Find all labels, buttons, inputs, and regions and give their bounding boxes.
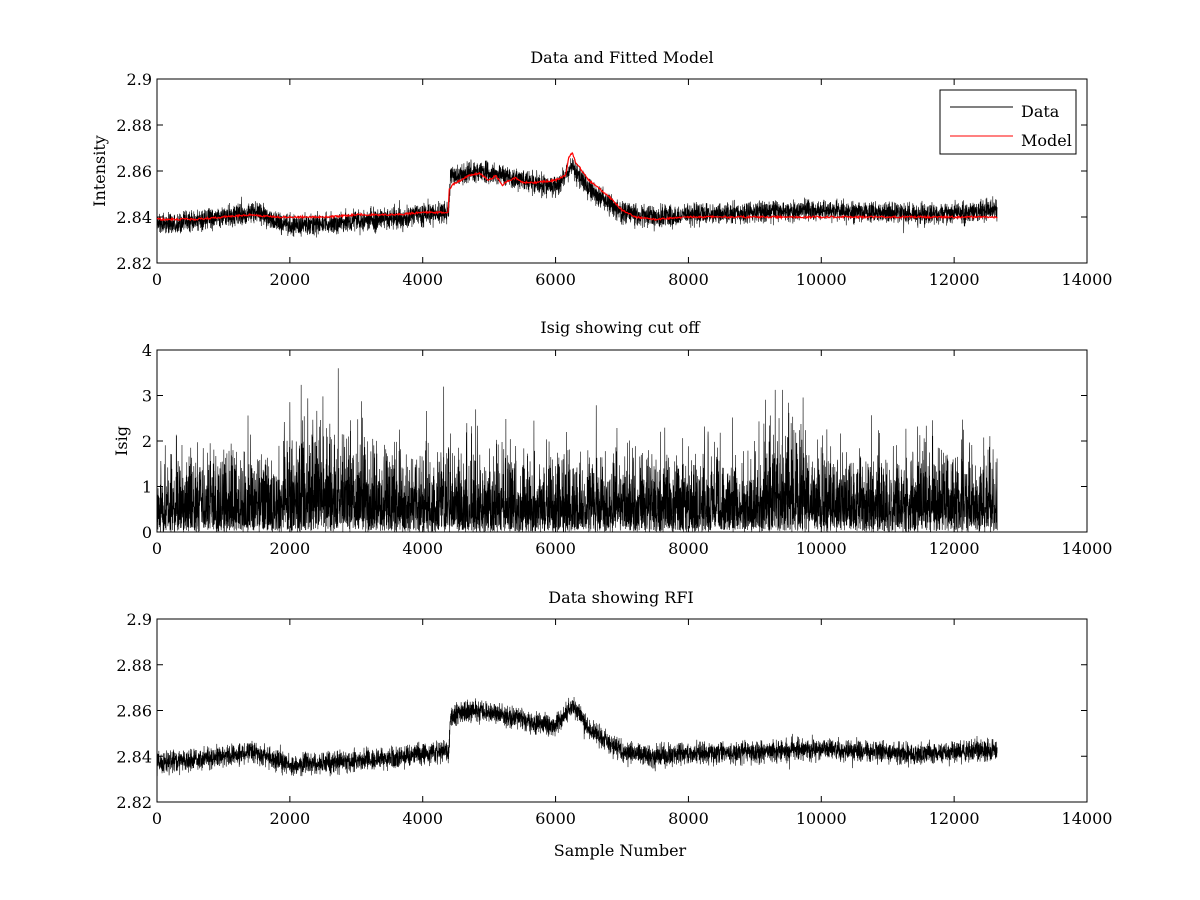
y-tick-label: 2 [142,432,152,451]
x-tick-label: 8000 [668,270,709,289]
y-tick-label: 2.9 [127,70,152,89]
plot-area [157,696,998,777]
plot-area [157,368,998,532]
panel-title: Data and Fitted Model [530,48,713,67]
y-tick-label: 2.88 [116,656,152,675]
y-tick-label: 4 [142,341,152,360]
panel-data-and-fitted-model: Data and Fitted Model Intensity 0 2000 400… [90,48,1112,289]
series-line-data [157,158,998,238]
x-tick-label: 2000 [269,539,310,558]
x-tick-label: 12000 [929,539,980,558]
x-tick-label: 8000 [668,809,709,828]
x-tick-label: 10000 [796,270,847,289]
panel-isig-showing-cut-off: Isig showing cut off Isig 0 2000 4000 6000 8… [112,318,1112,558]
y-tick-label: 2.82 [116,254,152,273]
x-tick-label: 14000 [1062,809,1113,828]
panel-title: Isig showing cut off [540,318,701,337]
y-tick-label: 2.88 [116,116,152,135]
x-tick-label: 2000 [269,809,310,828]
x-axis-label: Sample Number [554,841,687,860]
x-tick-label: 4000 [402,809,443,828]
y-tick-label: 2.9 [127,610,152,629]
x-tick-label: 6000 [535,270,576,289]
y-tick-label: 3 [142,387,152,406]
legend: Data Model [939,89,1077,155]
y-tick-label: 2.86 [116,702,152,721]
y-tick-label: 2.84 [116,747,152,766]
panel-title: Data showing RFI [548,588,693,607]
x-tick-label: 12000 [929,809,980,828]
y-axis-label: Intensity [90,135,109,207]
y-tick-label: 2.86 [116,162,152,181]
x-tick-label: 10000 [796,539,847,558]
x-tick-label: 10000 [796,809,847,828]
x-tick-label: 14000 [1062,539,1113,558]
y-tick-label: 0 [142,523,152,542]
y-tick-label: 2.84 [116,208,152,227]
y-axis-label: Isig [112,426,131,456]
x-tick-label: 4000 [402,539,443,558]
y-tick-label: 1 [142,478,152,497]
series-line-isig [157,368,998,532]
panel-data-showing-rfi: Data showing RFI Sample Number 0 2000 4000… [116,588,1112,860]
x-tick-label: 2000 [269,270,310,289]
x-tick-label: 4000 [402,270,443,289]
x-tick-label: 0 [152,270,162,289]
legend-box [939,89,1077,155]
x-tick-label: 0 [152,809,162,828]
x-tick-label: 0 [152,539,162,558]
x-tick-label: 6000 [535,539,576,558]
legend-label-model: Model [1021,131,1072,150]
x-tick-label: 12000 [929,270,980,289]
plot-area [157,151,998,238]
series-line-data [157,696,998,777]
legend-label-data: Data [1021,102,1060,121]
y-tick-label: 2.82 [116,793,152,812]
x-tick-label: 14000 [1062,270,1113,289]
x-tick-label: 6000 [535,809,576,828]
x-tick-label: 8000 [668,539,709,558]
series-line-model [157,151,998,222]
